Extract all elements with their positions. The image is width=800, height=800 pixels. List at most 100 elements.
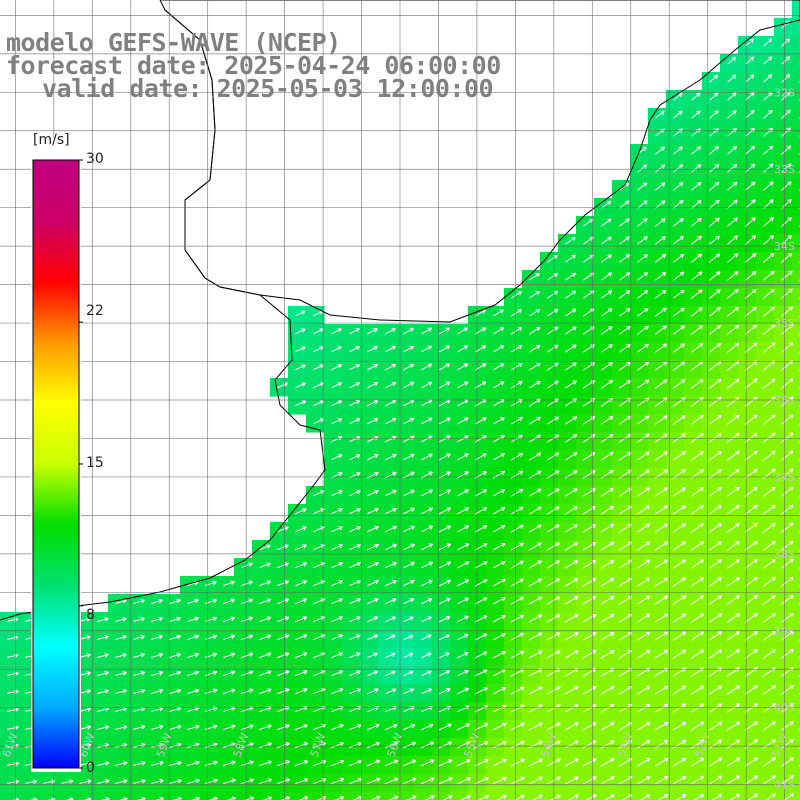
wind-arrow — [673, 217, 684, 227]
wind-arrow — [654, 343, 667, 353]
wind-arrow — [780, 324, 794, 336]
wind-arrow — [673, 110, 683, 119]
wind-arrow — [295, 346, 306, 353]
wind-arrow — [331, 382, 343, 389]
wind-arrow — [655, 236, 666, 245]
wind-cell — [0, 792, 19, 800]
wind-arrow — [745, 199, 756, 209]
wind-arrow — [691, 217, 702, 227]
wind-arrow — [529, 273, 540, 281]
wind-arrow — [403, 327, 414, 335]
wind-arrow — [781, 56, 791, 65]
wind-cell — [792, 612, 800, 631]
wind-cell — [792, 684, 800, 703]
lat-label: 37S — [774, 471, 795, 484]
wind-arrow — [564, 362, 577, 371]
wind-cell — [594, 792, 613, 800]
wind-arrow — [726, 235, 739, 245]
wind-arrow — [762, 288, 775, 299]
wind-arrow — [349, 382, 361, 389]
wind-cell — [252, 792, 271, 800]
wind-arrow — [691, 181, 702, 191]
wind-arrow — [295, 328, 306, 335]
wind-cell — [792, 450, 800, 469]
wind-cell — [792, 144, 800, 163]
wind-arrow — [295, 382, 306, 389]
wind-cell — [792, 648, 800, 667]
wind-arrow — [510, 309, 523, 317]
wind-arrow — [726, 217, 738, 227]
wind-arrow — [726, 253, 739, 263]
wind-arrow — [367, 346, 378, 353]
wind-arrow — [708, 325, 722, 335]
wind-arrow — [637, 236, 648, 245]
wind-arrow — [744, 217, 756, 227]
wind-arrow — [781, 127, 791, 137]
wind-arrow — [385, 327, 396, 335]
wind-cell — [342, 792, 361, 800]
wind-cell — [90, 792, 109, 800]
wind-arrow — [565, 254, 576, 263]
wind-arrow — [349, 364, 360, 371]
lat-label: 36S — [774, 394, 795, 407]
wind-arrow — [708, 378, 722, 389]
wind-arrow — [456, 363, 469, 371]
wind-arrow — [367, 381, 379, 389]
wind-arrow — [780, 234, 793, 245]
wind-arrow — [780, 342, 794, 354]
wind-cell — [702, 792, 721, 800]
wind-arrow — [331, 346, 342, 353]
wind-arrow — [546, 290, 559, 299]
wind-arrow — [691, 92, 701, 101]
wind-arrow — [654, 325, 667, 335]
wind-arrow — [673, 182, 684, 191]
wind-cell — [180, 792, 199, 800]
wind-cell — [792, 162, 800, 181]
wind-arrow — [295, 400, 307, 407]
wind-arrow — [601, 218, 612, 227]
lat-label: 35S — [774, 317, 795, 330]
wind-cell — [792, 342, 800, 361]
wind-cell — [666, 792, 685, 800]
wind-cell — [792, 576, 800, 595]
wind-cell — [792, 702, 800, 721]
wind-arrow — [708, 271, 721, 281]
wind-arrow — [654, 271, 667, 281]
wind-cell — [792, 324, 800, 343]
wind-arrow — [708, 289, 721, 299]
wind-cell — [792, 720, 800, 739]
wind-arrow — [780, 306, 794, 318]
wind-arrow — [780, 378, 794, 390]
wind-cell — [792, 378, 800, 397]
wind-arrow — [727, 92, 737, 101]
wind-arrow — [492, 327, 505, 335]
wind-arrow — [492, 381, 505, 389]
wind-cell — [522, 792, 541, 800]
wind-arrow — [745, 56, 755, 65]
wind-arrow — [528, 380, 541, 389]
lat-label: 39S — [774, 625, 795, 638]
wind-cell — [756, 792, 775, 800]
wind-cell — [234, 792, 253, 800]
wind-cell — [504, 792, 523, 800]
wind-arrow — [727, 163, 738, 173]
wind-arrow — [492, 345, 505, 353]
wind-cell — [792, 216, 800, 235]
wind-arrow — [744, 342, 758, 353]
wind-arrow — [331, 364, 342, 371]
wind-cell — [792, 756, 800, 775]
wind-arrow — [672, 361, 686, 371]
wind-cell — [288, 792, 307, 800]
wind-arrow — [781, 181, 792, 191]
wind-cell — [792, 540, 800, 559]
wind-arrow — [690, 235, 703, 245]
wind-arrow — [637, 218, 648, 227]
wind-arrow — [636, 272, 649, 281]
wind-arrow — [655, 200, 666, 209]
wind-arrow — [672, 271, 685, 281]
wind-arrow — [655, 110, 665, 119]
wind-arrow — [672, 235, 684, 245]
wind-arrow — [295, 310, 306, 317]
wind-arrow — [709, 181, 720, 191]
wind-arrow — [727, 128, 737, 137]
